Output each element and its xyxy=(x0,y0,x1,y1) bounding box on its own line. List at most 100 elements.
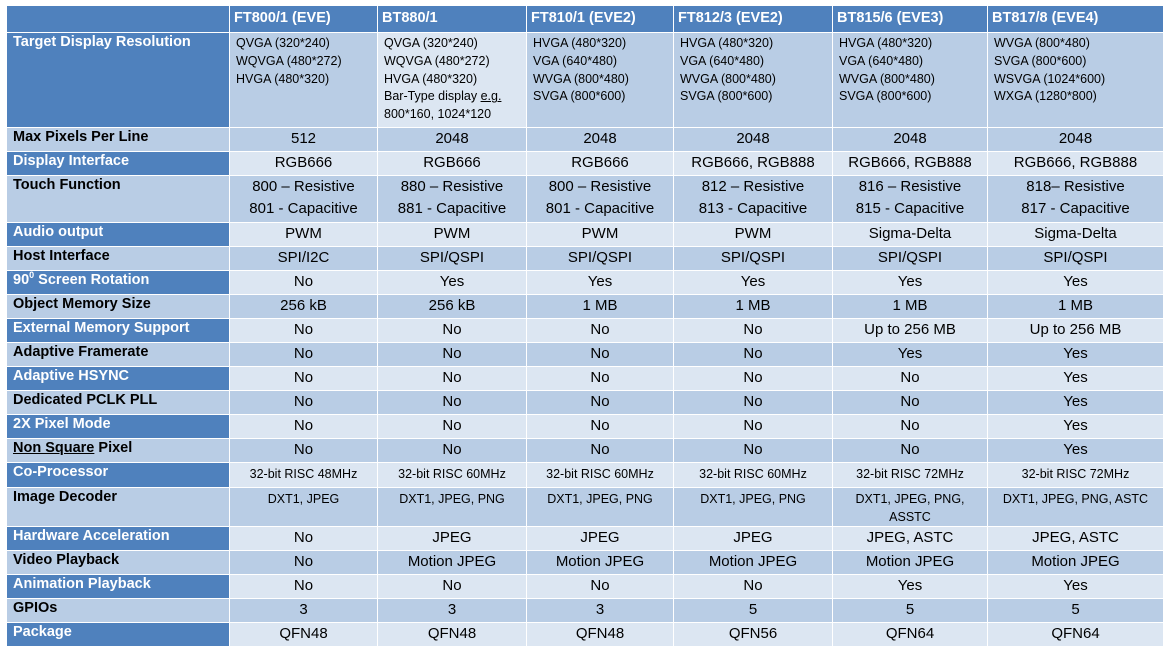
spec-cell: No xyxy=(526,365,674,391)
row-label: Object Memory Size xyxy=(6,293,230,319)
spec-cell: 800 – Resistive 801 - Capacitive xyxy=(229,174,378,223)
spec-cell: No xyxy=(526,317,674,343)
row-label: 900 Screen Rotation xyxy=(6,269,230,295)
spec-cell: QFN48 xyxy=(377,621,527,647)
spec-cell: QFN64 xyxy=(987,621,1164,647)
resolution-line: VGA (640*480) xyxy=(680,53,765,68)
spec-cell: Up to 256 MB xyxy=(832,317,988,343)
spec-cell-line: 880 – Resistive xyxy=(400,177,504,195)
spec-cell: 5 xyxy=(832,597,988,623)
spec-cell: No xyxy=(229,341,378,367)
row-label: Max Pixels Per Line xyxy=(6,126,230,152)
spec-row: Hardware Acceleration No JPEG JPEG JPEG JPEG,… xyxy=(6,525,1164,551)
spec-cell: No xyxy=(229,269,378,295)
spec-cell: JPEG xyxy=(526,525,674,551)
spec-cell: DXT1, JPEG, PNG xyxy=(673,486,833,527)
row-label-text: Object Memory Size xyxy=(13,295,151,312)
spec-cell: 2048 xyxy=(377,126,527,152)
spec-cell: SPI/QSPI xyxy=(832,245,988,271)
spec-row: Max Pixels Per Line 512 2048 2048 2048 2048 20… xyxy=(6,126,1164,152)
row-label-superscript: 0 xyxy=(29,270,35,281)
row-label-text: Video Playback xyxy=(13,551,120,568)
spec-cell: Yes xyxy=(987,437,1164,463)
spec-cell: Motion JPEG xyxy=(377,549,527,575)
spec-cell-line: 800 – Resistive xyxy=(252,177,355,195)
row-label-text: Dedicated PCLK PLL xyxy=(13,391,158,408)
spec-cell: 3 xyxy=(229,597,378,623)
resolution-line: WQVGA (480*272) xyxy=(236,53,342,68)
row-label-text: Host Interface xyxy=(13,247,110,264)
resolution-line: SVGA (800*600) xyxy=(839,89,932,104)
spec-cell-line: 815 - Capacitive xyxy=(855,199,965,217)
spec-cell: QFN48 xyxy=(229,621,378,647)
row-label: Package xyxy=(6,621,230,647)
spec-cell: No xyxy=(832,389,988,415)
row-label: Dedicated PCLK PLL xyxy=(6,389,230,415)
resolution-cell: QVGA (320*240) WQVGA (480*272) HVGA (480… xyxy=(229,32,378,128)
row-label: GPIOs xyxy=(6,597,230,623)
spec-cell: RGB666, RGB888 xyxy=(832,150,988,176)
spec-cell: 256 kB xyxy=(229,293,378,319)
resolution-line: WSVGA (1024*600) xyxy=(994,71,1106,86)
spec-cell: JPEG, ASTC xyxy=(987,525,1164,551)
spec-row: Image Decoder DXT1, JPEG DXT1, JPEG, PNG DX… xyxy=(6,486,1164,527)
row-resolution: Target Display Resolution QVGA (320*240)… xyxy=(6,32,1164,128)
spec-cell: No xyxy=(229,573,378,599)
spec-cell-line: 817 - Capacitive xyxy=(1021,199,1130,217)
spec-cell: QFN48 xyxy=(526,621,674,647)
spec-cell: Motion JPEG xyxy=(526,549,674,575)
spec-cell: 32-bit RISC 60MHz xyxy=(377,461,527,488)
resolution-line: VGA (640*480) xyxy=(533,53,618,68)
spec-cell: Sigma-Delta xyxy=(987,221,1164,247)
header-bt817: BT817/8 (EVE4) xyxy=(987,5,1164,33)
spec-cell-line: 801 - Capacitive xyxy=(249,199,358,217)
spec-cell: 3 xyxy=(526,597,674,623)
resolution-line: QVGA (320*240) xyxy=(236,36,330,50)
row-label-text: Max Pixels Per Line xyxy=(13,128,149,145)
spec-cell-line: 800 – Resistive xyxy=(548,177,652,195)
row-label-text: Co-Processor xyxy=(13,463,109,480)
row-label: Image Decoder xyxy=(6,486,230,527)
resolution-line: HVGA (480*320) xyxy=(384,71,478,86)
resolution-cell: QVGA (320*240) WQVGA (480*272) HVGA (480… xyxy=(377,32,527,128)
resolution-cell: WVGA (800*480) SVGA (800*600) WSVGA (102… xyxy=(987,32,1164,128)
row-label-text: Package xyxy=(13,623,72,640)
spec-row: Animation Playback No No No No Yes Yes xyxy=(6,573,1164,599)
resolution-line: WVGA (800*480) xyxy=(994,36,1090,50)
spec-cell: DXT1, JPEG, PNG, ASSTC xyxy=(832,486,988,527)
spec-cell: Up to 256 MB xyxy=(987,317,1164,343)
spec-row: Dedicated PCLK PLL No No No No No Yes xyxy=(6,389,1164,415)
spec-cell: DXT1, JPEG, PNG, ASTC xyxy=(987,486,1164,527)
resolution-cell: HVGA (480*320) VGA (640*480) WVGA (800*4… xyxy=(832,32,988,128)
header-row: FT800/1 (EVE) BT880/1 FT810/1 (EVE2) FT8… xyxy=(6,5,1164,33)
header-ft810: FT810/1 (EVE2) xyxy=(526,5,674,33)
spec-cell: 2048 xyxy=(832,126,988,152)
row-label-text: Touch Function xyxy=(13,176,121,193)
row-label: Target Display Resolution xyxy=(6,32,230,128)
spec-cell: 32-bit RISC 60MHz xyxy=(673,461,833,488)
spec-cell: No xyxy=(229,389,378,415)
row-label: Touch Function xyxy=(6,174,230,223)
resolution-line: HVGA (480*320) xyxy=(533,36,627,50)
spec-cell: SPI/QSPI xyxy=(377,245,527,271)
spec-cell: Yes xyxy=(987,413,1164,439)
row-label: Non Square Pixel xyxy=(6,437,230,463)
spec-cell: 816 – Resistive 815 - Capacitive xyxy=(832,174,988,223)
row-label: Adaptive HSYNC xyxy=(6,365,230,391)
spec-cell: No xyxy=(673,317,833,343)
spec-cell: Yes xyxy=(832,341,988,367)
spec-cell: No xyxy=(229,525,378,551)
spec-cell: JPEG xyxy=(673,525,833,551)
resolution-line: WVGA (800*480) xyxy=(533,71,629,86)
spec-cell: 800 – Resistive 801 - Capacitive xyxy=(526,174,674,223)
row-label-text: GPIOs xyxy=(13,599,58,616)
spec-cell: 1 MB xyxy=(673,293,833,319)
spec-cell: Yes xyxy=(377,269,527,295)
spec-cell: No xyxy=(377,317,527,343)
resolution-line: HVGA (480*320) xyxy=(680,36,774,50)
row-label: Display Interface xyxy=(6,150,230,176)
spec-cell: No xyxy=(526,389,674,415)
spec-cell-line: 881 - Capacitive xyxy=(397,199,507,217)
header-ft800: FT800/1 (EVE) xyxy=(229,5,378,33)
spec-cell: No xyxy=(526,341,674,367)
